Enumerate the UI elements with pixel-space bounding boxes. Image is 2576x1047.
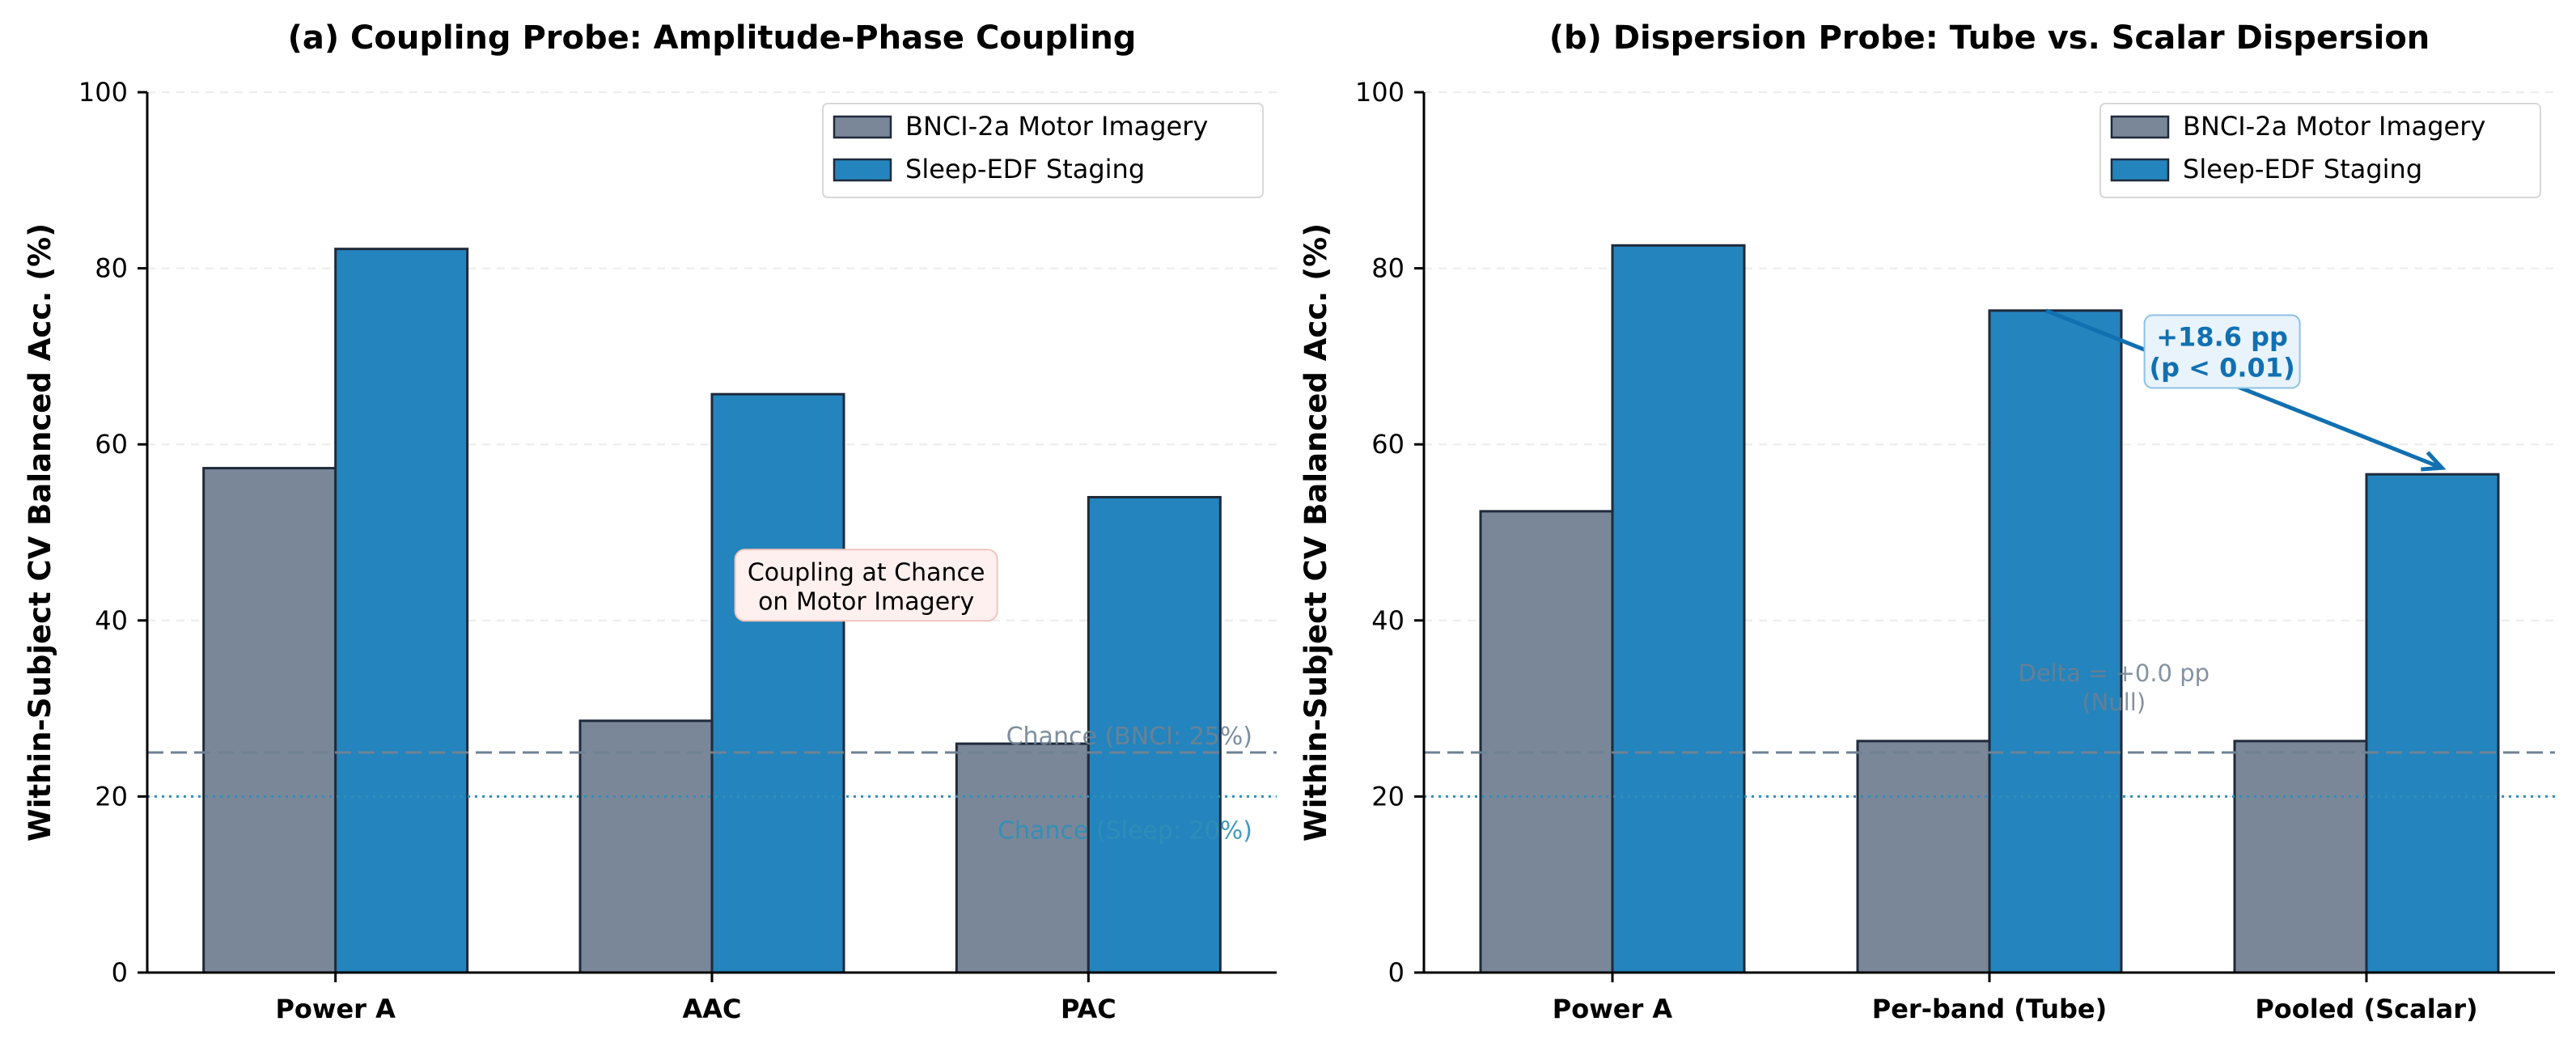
y-tick-label: 60 <box>95 429 128 460</box>
x-tick-label: Pooled (Scalar) <box>2255 994 2477 1024</box>
x-tick-label: AAC <box>682 994 741 1024</box>
bar <box>1856 740 1991 974</box>
bar <box>578 719 714 974</box>
reference-line-label: Chance (Sleep: 20%) <box>998 816 1252 845</box>
panel-b: 0 20 40 60 80 100 Power A Per-band (Tube) Pooled… <box>1299 19 2555 1024</box>
legend-label: BNCI-2a Motor Imagery <box>905 111 1208 142</box>
bar <box>1611 244 1746 974</box>
legend-swatch <box>833 115 892 139</box>
annotation-delta-null: Delta = +0.0 pp(Null) <box>2018 659 2210 716</box>
bar <box>955 742 1090 974</box>
legend-label: BNCI-2a Motor Imagery <box>2183 111 2485 142</box>
bar <box>2233 740 2368 974</box>
y-tick-label: 100 <box>1355 77 1405 108</box>
y-tick-label: 40 <box>1371 605 1405 636</box>
annotation-box <box>2143 314 2301 389</box>
y-tick-label: 80 <box>95 253 128 284</box>
annotation-text: (Null) <box>2082 689 2146 716</box>
legend-label: Sleep-EDF Staging <box>905 154 1145 184</box>
legend-label: Sleep-EDF Staging <box>2183 154 2422 184</box>
legend-frame <box>822 103 1264 198</box>
panel-a: Chance (BNCI: 25%) Chance (Sleep: 20%) 0 20… <box>23 19 1277 1024</box>
y-tick-label: 0 <box>112 957 128 988</box>
bar <box>710 392 845 974</box>
annotation-text: Coupling at Chance <box>748 558 985 587</box>
legend: BNCI-2a Motor Imagery Sleep-EDF Staging <box>2099 103 2541 198</box>
bar <box>1479 510 1614 974</box>
y-tick-label: 0 <box>1388 957 1405 988</box>
annotation-text: on Motor Imagery <box>758 587 974 616</box>
annotation-text: (p < 0.01) <box>2149 353 2294 384</box>
annotation-delta-significant: +18.6 pp(p < 0.01) <box>2044 308 2447 472</box>
bar <box>1988 309 2123 974</box>
y-tick-label: 20 <box>1371 781 1405 812</box>
y-tick-label: 100 <box>78 77 128 108</box>
legend-swatch <box>2110 158 2170 182</box>
chart-title: (b) Dispersion Probe: Tube vs. Scalar Di… <box>1549 19 2430 57</box>
x-tick-label: Power A <box>275 994 396 1024</box>
bar <box>202 467 337 974</box>
legend-swatch <box>2110 115 2170 139</box>
chart-title: (a) Coupling Probe: Amplitude-Phase Coup… <box>288 19 1137 57</box>
x-tick-label: Power A <box>1553 994 1673 1024</box>
y-axis-label: Within-Subject CV Balanced Acc. (%) <box>23 223 57 841</box>
legend-frame <box>2099 103 2541 198</box>
annotation-box <box>734 549 998 622</box>
legend: BNCI-2a Motor Imagery Sleep-EDF Staging <box>822 103 1264 198</box>
reference-line-label: Chance (BNCI: 25%) <box>1006 723 1252 751</box>
bar <box>334 248 469 974</box>
x-tick-label: Per-band (Tube) <box>1872 994 2108 1024</box>
y-axis-label: Within-Subject CV Balanced Acc. (%) <box>1299 223 1333 841</box>
y-tick-label: 80 <box>1371 253 1405 284</box>
y-tick-label: 20 <box>95 781 128 812</box>
annotation-text: Delta = +0.0 pp <box>2018 659 2210 687</box>
annotation-text: +18.6 pp <box>2156 322 2288 353</box>
bar <box>2365 473 2500 974</box>
legend-swatch <box>833 158 892 182</box>
annotation-arrowhead <box>2421 451 2447 472</box>
x-tick-label: PAC <box>1061 994 1116 1024</box>
annotation-arrow <box>2044 308 2443 470</box>
y-tick-label: 40 <box>95 605 128 636</box>
y-tick-label: 60 <box>1371 429 1405 460</box>
